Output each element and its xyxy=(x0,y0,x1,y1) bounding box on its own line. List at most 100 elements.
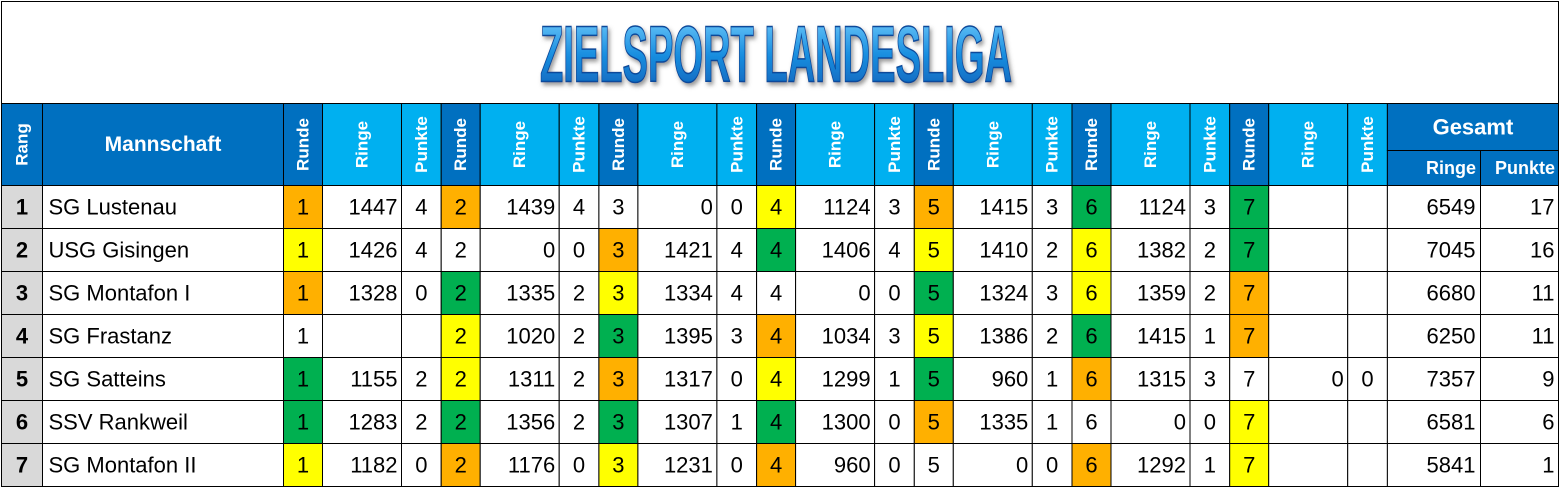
points: 4 xyxy=(888,238,900,263)
header-label: Ringe xyxy=(1299,121,1318,168)
punkte-cell xyxy=(1347,228,1388,272)
total-rings-cell xyxy=(1386,314,1482,358)
rank: 4 xyxy=(16,324,29,349)
round-number: 6 xyxy=(1085,324,1097,349)
punkte-cell xyxy=(401,228,442,272)
rings: 1439 xyxy=(506,195,555,220)
punkte-cell xyxy=(716,357,758,401)
total-points: 11 xyxy=(1532,281,1555,306)
points: 0 xyxy=(1204,410,1216,435)
points: 0 xyxy=(573,453,585,478)
rings: 0 xyxy=(1016,453,1028,478)
round-number: 3 xyxy=(612,367,624,392)
round-cell xyxy=(756,271,797,315)
round-number: 1 xyxy=(297,195,309,220)
total-points: 1 xyxy=(1542,453,1554,478)
points: 2 xyxy=(573,367,585,392)
rank: 6 xyxy=(16,410,28,435)
rings: 1182 xyxy=(350,453,397,478)
round-cell xyxy=(913,185,954,229)
round-number: 3 xyxy=(612,195,624,220)
points: 0 xyxy=(1361,367,1373,392)
header-cell xyxy=(598,103,639,186)
rings: 1176 xyxy=(508,453,555,478)
round-number: 3 xyxy=(612,281,624,306)
ringe-cell xyxy=(952,271,1033,315)
rank-cell xyxy=(1,228,43,272)
team-name: SG Montafon II xyxy=(49,453,197,478)
title-box xyxy=(1,1,1559,104)
points: 3 xyxy=(1204,367,1216,392)
total-rings: 5841 xyxy=(1427,453,1476,478)
rings: 1382 xyxy=(1137,238,1186,263)
header-cell xyxy=(479,103,560,186)
header-cell xyxy=(1229,103,1270,186)
points: 1 xyxy=(1204,453,1216,478)
team-cell xyxy=(42,271,284,315)
rings: 1395 xyxy=(664,324,713,349)
total-rings-cell xyxy=(1386,271,1482,315)
round-number: 7 xyxy=(1243,367,1255,392)
rings: 1300 xyxy=(822,410,871,435)
punkte-cell xyxy=(874,357,915,401)
page-title: ZIELSPORT LANDESLIGA xyxy=(540,10,1012,99)
round-number: 5 xyxy=(928,453,940,478)
round-cell xyxy=(756,357,797,401)
header-cell xyxy=(952,103,1033,186)
punkte-cell xyxy=(1347,185,1388,229)
punkte-cell xyxy=(1347,400,1388,444)
rings: 1317 xyxy=(664,367,713,392)
rank-cell xyxy=(1,314,43,358)
header-cell xyxy=(716,103,758,186)
round-number: 1 xyxy=(297,281,309,306)
ringe-cell xyxy=(322,228,402,272)
header-label: Punkte xyxy=(727,116,746,173)
header-label: Ringe xyxy=(510,121,529,168)
punkte-cell xyxy=(401,357,442,401)
ringe-cell xyxy=(1268,443,1349,487)
header-label: Ringe xyxy=(353,121,372,168)
header-label: Mannschaft xyxy=(105,133,222,156)
rank: 7 xyxy=(16,453,28,478)
rings: 1283 xyxy=(349,410,398,435)
round-cell xyxy=(913,400,954,444)
total-points-cell xyxy=(1480,443,1559,487)
round-number: 5 xyxy=(928,238,940,263)
header-label: Ringe xyxy=(1141,121,1160,168)
round-number: 4 xyxy=(770,281,782,306)
team-cell xyxy=(42,185,284,229)
rings: 960 xyxy=(992,367,1029,392)
round-cell xyxy=(598,185,639,229)
points: 2 xyxy=(415,410,427,435)
points: 2 xyxy=(1046,238,1058,263)
punkte-cell xyxy=(1347,443,1388,487)
points: 4 xyxy=(731,281,743,306)
round-number: 2 xyxy=(455,281,467,306)
points: 0 xyxy=(888,410,900,435)
total-points: 16 xyxy=(1530,238,1554,263)
round-number: 5 xyxy=(928,281,940,306)
header-cell xyxy=(1189,103,1231,186)
punkte-cell xyxy=(1189,185,1231,229)
ringe-cell xyxy=(952,185,1033,229)
rings: 1447 xyxy=(349,195,398,220)
rings: 0 xyxy=(1331,367,1343,392)
round-cell xyxy=(1071,185,1112,229)
round-number: 4 xyxy=(770,238,782,263)
round-cell xyxy=(283,357,323,401)
total-points-cell xyxy=(1480,357,1559,401)
round-number: 4 xyxy=(770,195,782,220)
rings: 1299 xyxy=(822,367,871,392)
ringe-cell xyxy=(1268,271,1349,315)
round-number: 1 xyxy=(297,410,309,435)
punkte-cell xyxy=(874,443,915,487)
header-label: Punkte xyxy=(412,116,431,173)
rank-cell xyxy=(1,185,43,229)
total-rings: 6581 xyxy=(1427,410,1476,435)
header-label: Runde xyxy=(451,118,470,171)
rings: 1415 xyxy=(1137,324,1186,349)
total-points-cell xyxy=(1480,185,1559,229)
rings: 1335 xyxy=(979,410,1028,435)
header-cell xyxy=(1,103,43,186)
total-points-cell xyxy=(1480,228,1559,272)
